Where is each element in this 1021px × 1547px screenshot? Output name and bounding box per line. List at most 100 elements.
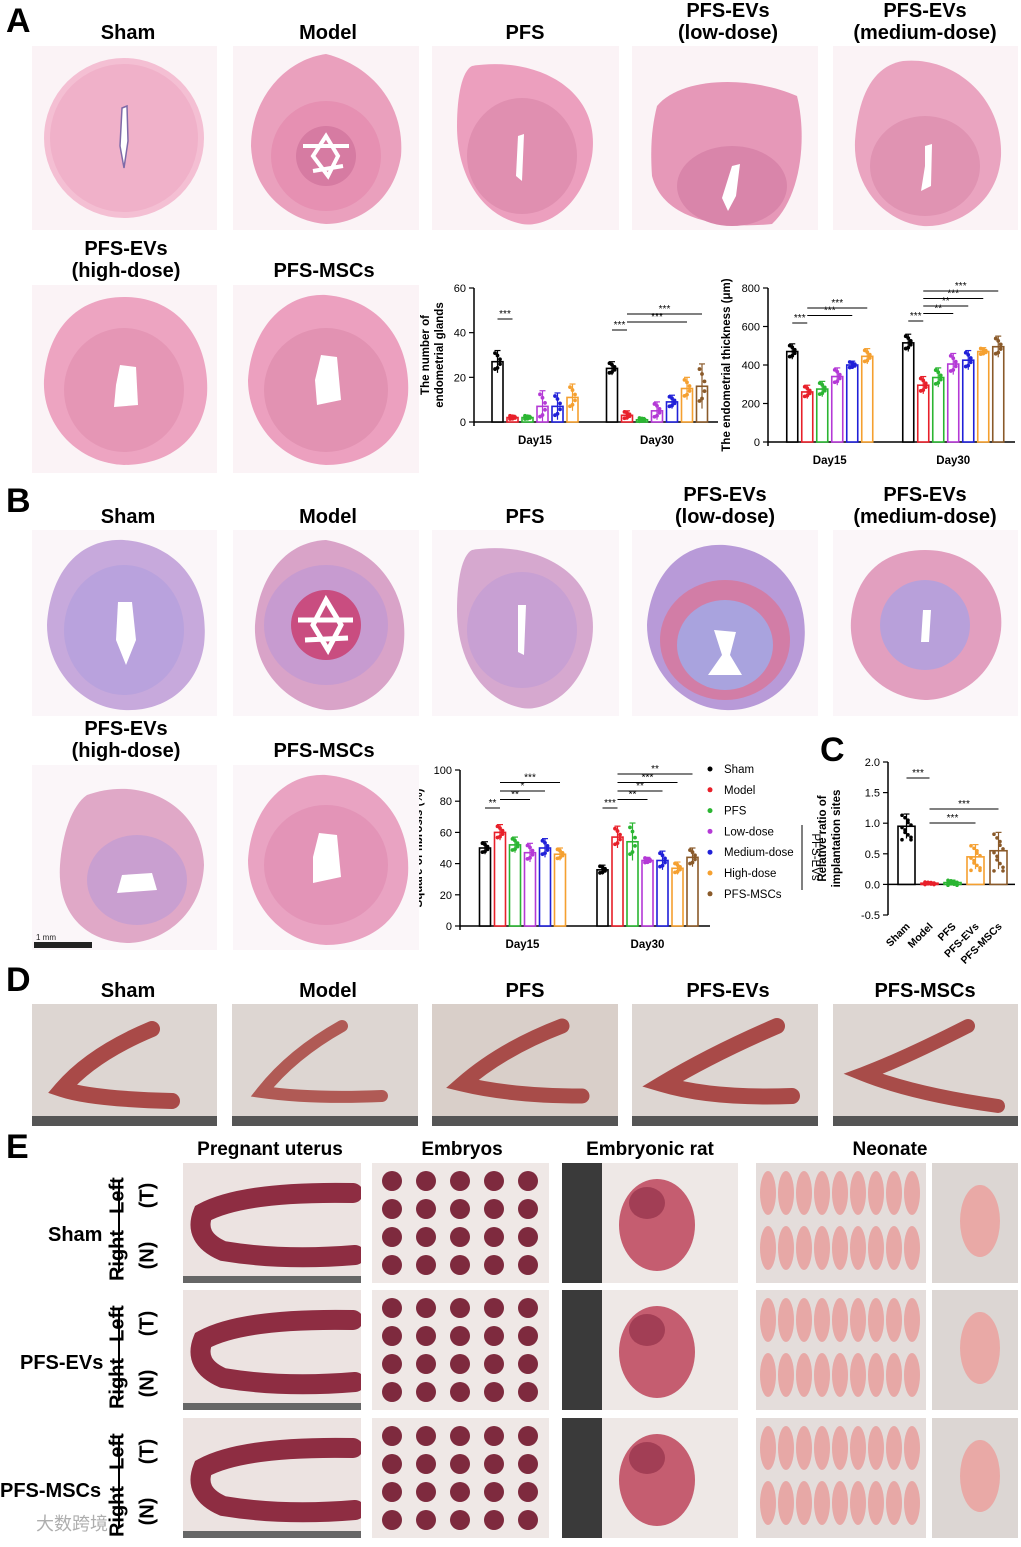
glands-ytick-label: 20 xyxy=(454,372,466,384)
fibrosis-bar-pfs-mscs xyxy=(686,856,699,927)
fibrosis-point xyxy=(615,841,620,845)
thickness-point xyxy=(923,381,928,386)
thickness-bar-medium-dose xyxy=(845,364,859,443)
fibrosis-point xyxy=(675,869,680,874)
c-point xyxy=(903,815,907,820)
c-ytick-label: 0.5 xyxy=(865,849,880,861)
a-header-low-2: (low-dose) xyxy=(678,22,778,44)
legend-label-pfs-mscs: PFS-MSCs xyxy=(724,889,782,901)
b-image-medium xyxy=(833,530,1018,716)
c-point xyxy=(975,863,979,868)
thickness-bar-pfs xyxy=(931,376,945,443)
thickness-bar-pfs xyxy=(815,388,829,443)
side-bracket xyxy=(118,1180,120,1272)
glands-point xyxy=(655,413,659,418)
a-image-sham xyxy=(32,46,217,230)
fibrosis-point xyxy=(678,865,682,869)
e-row-msc: PFS-MSCs xyxy=(0,1480,102,1502)
c-point xyxy=(992,832,996,837)
d-header-pfs: PFS xyxy=(505,980,545,1002)
c-point xyxy=(995,854,999,859)
a-image-low xyxy=(632,46,818,230)
thickness-point xyxy=(832,367,837,372)
fibrosis-point xyxy=(525,843,530,848)
c-point xyxy=(955,883,959,888)
fibrosis-point xyxy=(530,848,535,853)
c-ytick-label: 2.0 xyxy=(865,757,880,769)
thickness-point xyxy=(807,388,812,393)
thickness-point xyxy=(835,379,840,384)
thickness-ytick-label: 200 xyxy=(742,399,760,411)
thickness-category-label: Day30 xyxy=(936,455,970,467)
thickness-category-label: Day15 xyxy=(813,455,847,467)
glands-point xyxy=(513,415,517,419)
fibrosis-point xyxy=(688,848,692,853)
fibrosis-ytick-label: 0 xyxy=(446,921,452,933)
thickness-point xyxy=(822,388,827,393)
thickness-point xyxy=(936,370,941,375)
fibrosis-point xyxy=(673,861,677,866)
a-header-sham: Sham xyxy=(100,22,156,44)
c-point xyxy=(909,837,913,842)
side-t: (T) xyxy=(136,1310,159,1337)
fibrosis-point xyxy=(693,857,697,862)
glands-ylabel: The number of xyxy=(420,315,432,395)
fibrosis-bar-medium-dose xyxy=(538,847,552,927)
glands-ytick-label: 60 xyxy=(454,283,466,295)
thickness-point xyxy=(867,352,872,357)
b-header-model: Model xyxy=(299,506,357,528)
fibrosis-point xyxy=(515,841,520,846)
thickness-sig-label: ** xyxy=(934,304,942,315)
scale-bar-label: 1 mm xyxy=(36,933,56,942)
thickness-point xyxy=(817,381,822,386)
thickness-bar-sham xyxy=(901,342,915,443)
thickness-point xyxy=(822,385,827,390)
glands-sig-label: *** xyxy=(659,304,671,315)
legend-marker-pfs xyxy=(707,808,713,814)
b-header-pfs: PFS xyxy=(505,506,545,528)
glands-point xyxy=(540,413,545,417)
glands-category-label: Day30 xyxy=(640,435,674,447)
fibrosis-bar-high-dose xyxy=(671,867,684,927)
fibrosis-point xyxy=(515,844,520,849)
thickness-point xyxy=(981,351,986,356)
fibrosis-sig-label: ** xyxy=(511,790,519,801)
panel-label-b: B xyxy=(6,482,31,520)
fibrosis-point xyxy=(543,851,547,856)
fibrosis-point xyxy=(558,855,562,860)
glands-point xyxy=(702,379,707,384)
e-image-embryos-pfs-mscs xyxy=(372,1418,549,1538)
fibrosis-point xyxy=(658,851,662,856)
c-point xyxy=(978,868,982,873)
side-n: (N) xyxy=(136,1241,159,1270)
thickness-point xyxy=(983,348,988,353)
glands-point xyxy=(540,395,545,400)
thickness-bar-high-dose xyxy=(860,355,874,443)
b-header-msc: PFS-MSCs xyxy=(273,740,375,762)
a-header-msc: PFS-MSCs xyxy=(273,260,375,282)
thickness-point xyxy=(850,365,855,370)
thickness-bar-high-dose xyxy=(976,350,990,443)
thickness-sig-label: *** xyxy=(794,313,806,324)
glands-point xyxy=(672,398,677,403)
glands-point xyxy=(682,378,687,382)
fibrosis-point xyxy=(630,829,635,834)
e-header-uterus: Pregnant uterus xyxy=(197,1139,343,1160)
fibrosis-point xyxy=(663,856,667,861)
e-image-uterus-pfs-evs xyxy=(183,1290,361,1410)
thickness-point xyxy=(998,347,1003,351)
a-header-low-1: PFS-EVs xyxy=(686,0,770,22)
c-point xyxy=(972,861,976,865)
thickness-point xyxy=(792,351,797,356)
thickness-sig-label: ** xyxy=(942,296,950,307)
c-ylabel: Relative ratio of xyxy=(817,795,829,881)
fibrosis-point xyxy=(690,860,695,865)
legend-label-high-dose: High-dose xyxy=(724,868,776,880)
glands-point xyxy=(672,401,677,406)
d-image-pfs xyxy=(432,1004,618,1126)
thickness-sig-label: *** xyxy=(910,311,922,322)
e-image-neonates-sham xyxy=(756,1163,926,1283)
c-point xyxy=(1001,865,1005,870)
glands-point xyxy=(543,401,547,405)
side-n: (N) xyxy=(136,1497,159,1526)
